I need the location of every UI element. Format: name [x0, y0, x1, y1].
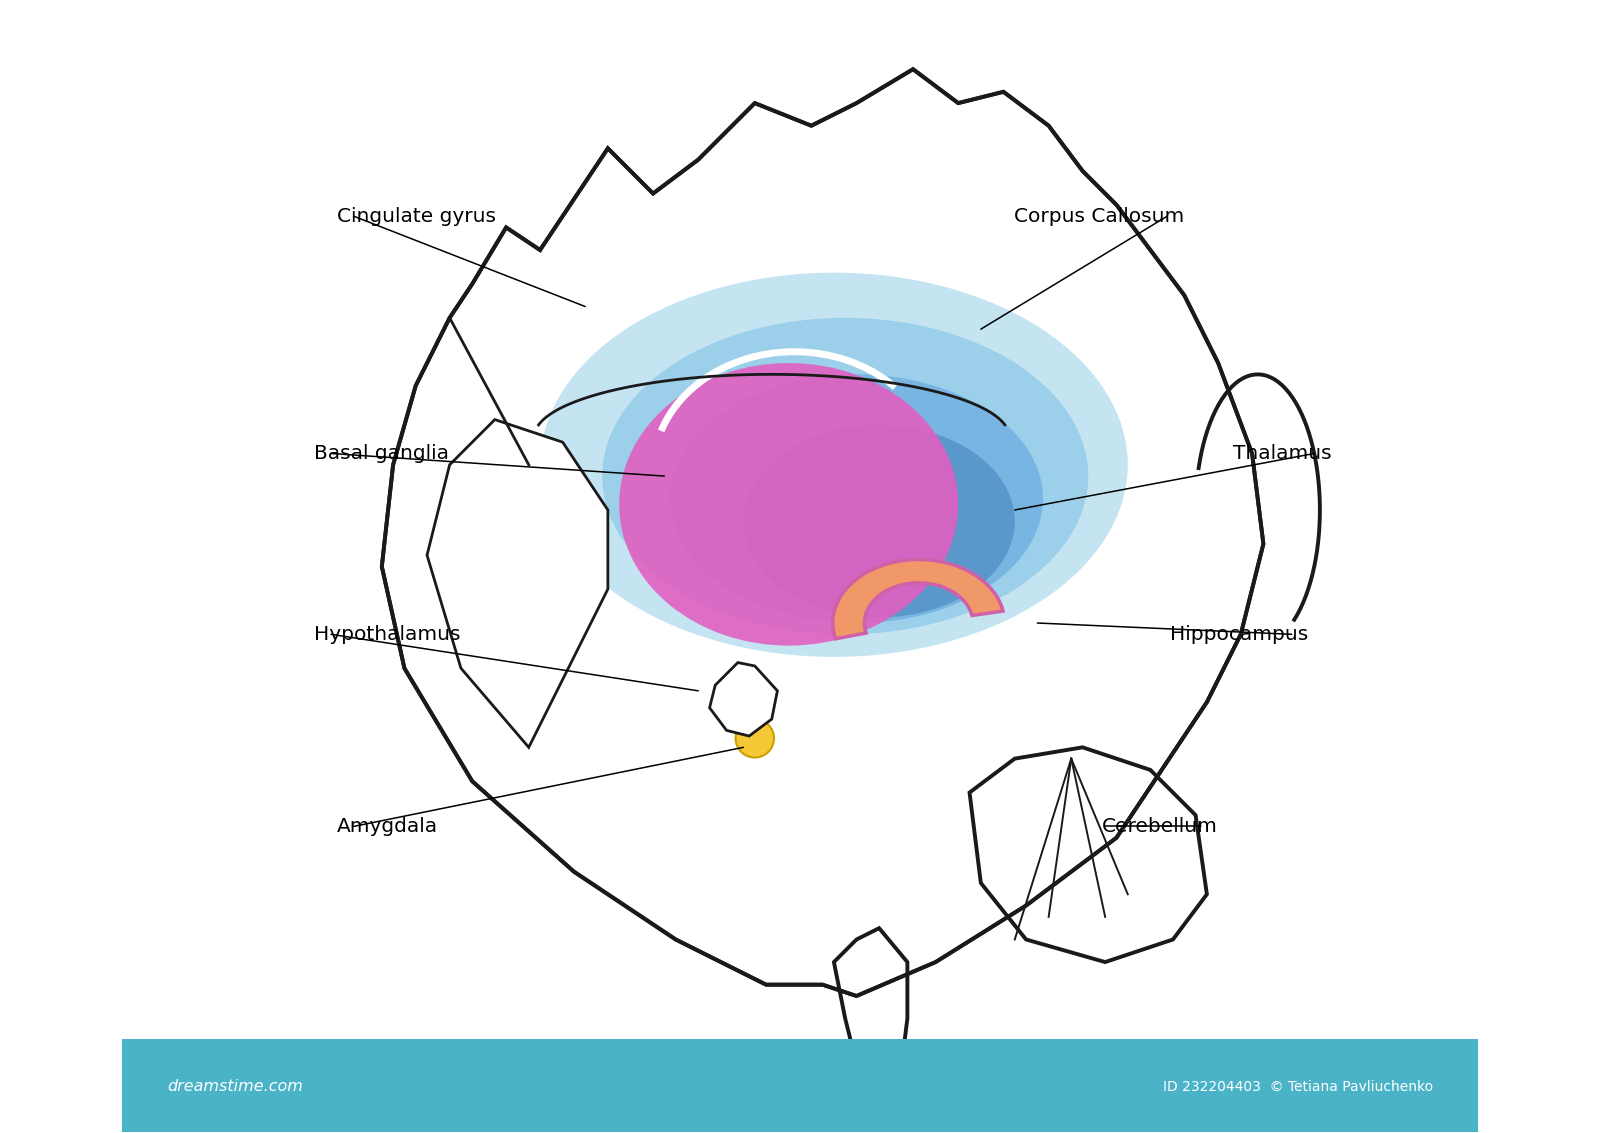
Text: Thalamus: Thalamus: [1232, 444, 1331, 463]
Text: Hypothalamus: Hypothalamus: [314, 624, 461, 644]
Text: Hippocampus: Hippocampus: [1170, 624, 1309, 644]
Ellipse shape: [744, 425, 1014, 617]
Polygon shape: [709, 663, 778, 736]
Text: Cingulate gyrus: Cingulate gyrus: [336, 206, 496, 225]
Text: Cerebellum: Cerebellum: [1102, 817, 1218, 836]
Ellipse shape: [541, 273, 1128, 657]
Text: Basal ganglia: Basal ganglia: [314, 444, 450, 463]
Polygon shape: [970, 748, 1206, 962]
Circle shape: [736, 719, 774, 758]
Ellipse shape: [670, 374, 1043, 623]
Polygon shape: [834, 928, 907, 1075]
Polygon shape: [427, 419, 608, 748]
Text: Corpus Callosum: Corpus Callosum: [1014, 206, 1184, 225]
Ellipse shape: [602, 318, 1088, 634]
Polygon shape: [832, 560, 1003, 639]
Text: dreamstime.com: dreamstime.com: [166, 1079, 302, 1093]
Text: Amygdala: Amygdala: [336, 817, 438, 836]
Ellipse shape: [619, 363, 958, 646]
Bar: [122, 1039, 1478, 1132]
Text: ID 232204403  © Tetiana Pavliuchenko: ID 232204403 © Tetiana Pavliuchenko: [1163, 1080, 1434, 1093]
Polygon shape: [382, 69, 1264, 996]
